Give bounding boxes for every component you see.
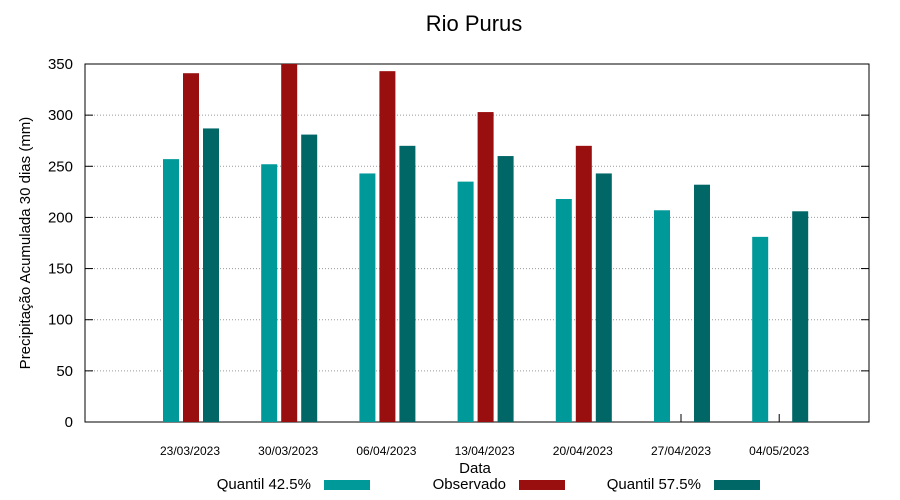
legend-swatch — [519, 480, 565, 490]
legend-swatch — [324, 480, 370, 490]
bar — [477, 112, 494, 423]
bar — [595, 173, 612, 422]
y-tick-label: 200 — [48, 209, 73, 226]
bar — [203, 128, 219, 422]
y-tick-label: 250 — [48, 158, 73, 175]
x-axis-ticks: 23/03/2023 30/03/2023 06/04/2023 13/04/2023… — [160, 414, 810, 458]
y-axis-label: Precipitação Acumulada 30 dias (mm) — [17, 117, 34, 370]
legend-entry-label: Quantil 57.5% — [607, 476, 701, 493]
bar — [281, 64, 298, 422]
bar — [792, 211, 809, 422]
bar — [183, 73, 199, 422]
bar — [457, 181, 474, 422]
y-tick-label: 150 — [48, 261, 73, 278]
x-tick-label: 04/05/2023 — [749, 444, 809, 458]
y-tick-label: 350 — [48, 56, 73, 73]
x-tick-label: 23/03/2023 — [160, 444, 220, 458]
bar — [163, 159, 179, 422]
bar — [379, 71, 396, 422]
bar — [359, 173, 376, 422]
plot-frame — [84, 63, 870, 423]
bar — [555, 199, 572, 422]
bar — [497, 156, 514, 423]
bar — [399, 145, 416, 423]
bar — [752, 236, 769, 422]
y-tick-label: 50 — [56, 363, 73, 380]
x-tick-label: 30/03/2023 — [258, 444, 318, 458]
bar — [301, 134, 318, 422]
y-tick-label: 300 — [48, 107, 73, 124]
legend-entry-label: Observado — [433, 476, 506, 493]
chart-title: Rio Purus — [426, 11, 523, 36]
legend: Quantil 42.5% Observado Quantil 57.5% — [217, 476, 760, 493]
bars — [163, 64, 809, 423]
x-tick-label: 20/04/2023 — [553, 444, 613, 458]
x-tick-label: 06/04/2023 — [356, 444, 416, 458]
grid-lines — [85, 114, 869, 372]
legend-swatch — [714, 480, 760, 490]
x-tick-label: 27/04/2023 — [651, 444, 711, 458]
y-tick-label: 0 — [65, 414, 73, 431]
bar — [575, 145, 592, 423]
x-tick-label: 13/04/2023 — [455, 444, 515, 458]
bar — [654, 210, 670, 422]
y-tick-label: 100 — [48, 312, 73, 329]
x-axis-label: Data — [459, 460, 491, 477]
bar — [261, 164, 278, 423]
legend-entry-label: Quantil 42.5% — [217, 476, 311, 493]
y-axis-ticks: 0 50 100 150 200 250 300 350 — [48, 56, 869, 431]
bar — [694, 184, 710, 422]
